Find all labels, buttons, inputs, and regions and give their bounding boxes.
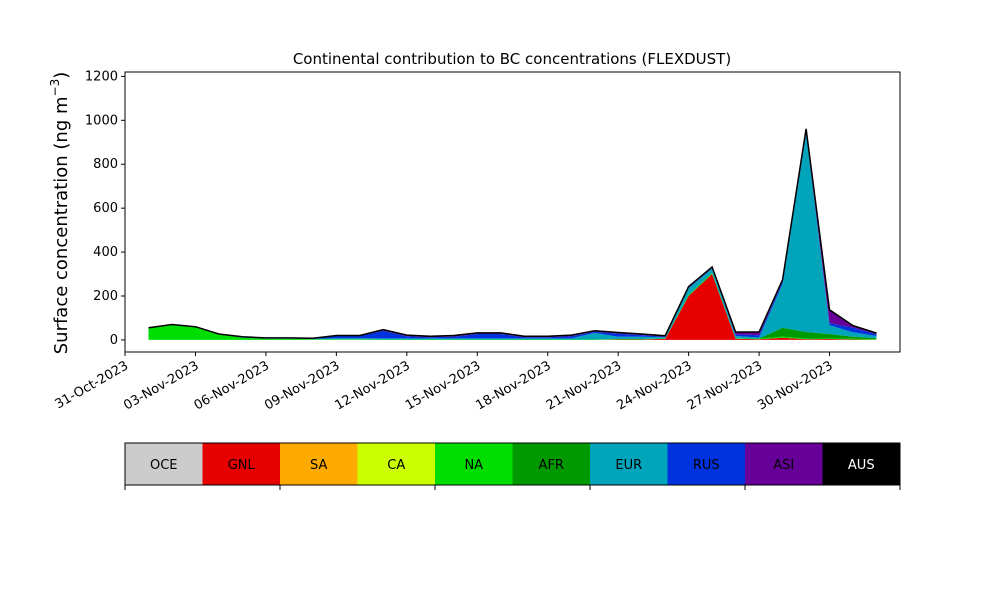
x-tick-label: 24-Nov-2023 <box>614 358 694 413</box>
legend-label-eur: EUR <box>615 458 642 473</box>
legend-label-na: NA <box>464 458 483 473</box>
legend-colorbar: OCE GNL SA CA NA AFR EUR RUS ASI AUS <box>124 442 901 490</box>
legend-swatch-rus <box>667 443 745 485</box>
y-tick-label: 800 <box>93 157 118 172</box>
y-tick-label: 0 <box>110 333 118 348</box>
series-area-rus <box>148 132 877 339</box>
series-area-afr <box>148 272 877 340</box>
y-tick-label: 400 <box>93 245 118 260</box>
legend-swatch-sa <box>280 443 358 485</box>
legend-label-gnl: GNL <box>228 458 256 473</box>
series-area-na <box>148 272 877 340</box>
y-tick-label: 200 <box>93 289 118 304</box>
x-tick-label: 03-Nov-2023 <box>121 358 201 413</box>
axes: 0 200 400 600 800 1000 1200 31-Oct-202303-Nov-2… <box>53 69 901 413</box>
legend-swatch-na <box>435 443 513 485</box>
legend-swatch-asi <box>745 443 823 485</box>
x-tick-label: 15-Nov-2023 <box>403 358 483 413</box>
legend-swatch-oce <box>125 443 203 485</box>
x-tick-label: 12-Nov-2023 <box>333 358 413 413</box>
chart-title: Continental contribution to BC concentra… <box>293 50 731 68</box>
legend-label-ca: CA <box>387 458 405 473</box>
legend-label-oce: OCE <box>150 458 178 473</box>
series-area-gnl <box>148 274 877 340</box>
legend-label-aus: AUS <box>848 458 875 473</box>
legend-swatch-gnl <box>202 443 280 485</box>
plot-frame <box>124 71 901 353</box>
x-tick-label: 27-Nov-2023 <box>685 358 765 413</box>
series-area-eur <box>148 134 877 340</box>
legend-label-sa: SA <box>310 458 327 473</box>
x-tick-label: 30-Nov-2023 <box>755 358 835 413</box>
legend-swatch-eur <box>590 443 668 485</box>
y-tick-label: 1000 <box>85 113 118 128</box>
y-axis-label: Surface concentration (ng m−3) <box>48 72 72 355</box>
legend-swatch-ca <box>357 443 435 485</box>
legend-label-asi: ASI <box>773 458 794 473</box>
x-tick-label: 18-Nov-2023 <box>473 358 553 413</box>
legend-frame <box>124 442 901 486</box>
legend-swatch-afr <box>512 443 590 485</box>
total-line <box>148 128 877 339</box>
legend-label-rus: RUS <box>693 458 720 473</box>
legend-label-afr: AFR <box>539 458 564 473</box>
y-tick-label: 600 <box>93 201 118 216</box>
legend-swatch-aus <box>822 443 900 485</box>
stacked-areas <box>148 128 877 340</box>
x-tick-label: 31-Oct-2023 <box>53 358 131 412</box>
x-tick-label: 06-Nov-2023 <box>192 358 272 413</box>
y-tick-label: 1200 <box>85 69 118 84</box>
x-tick-label: 21-Nov-2023 <box>544 358 624 413</box>
x-tick-label: 09-Nov-2023 <box>262 358 342 413</box>
series-area-asi <box>148 128 877 339</box>
